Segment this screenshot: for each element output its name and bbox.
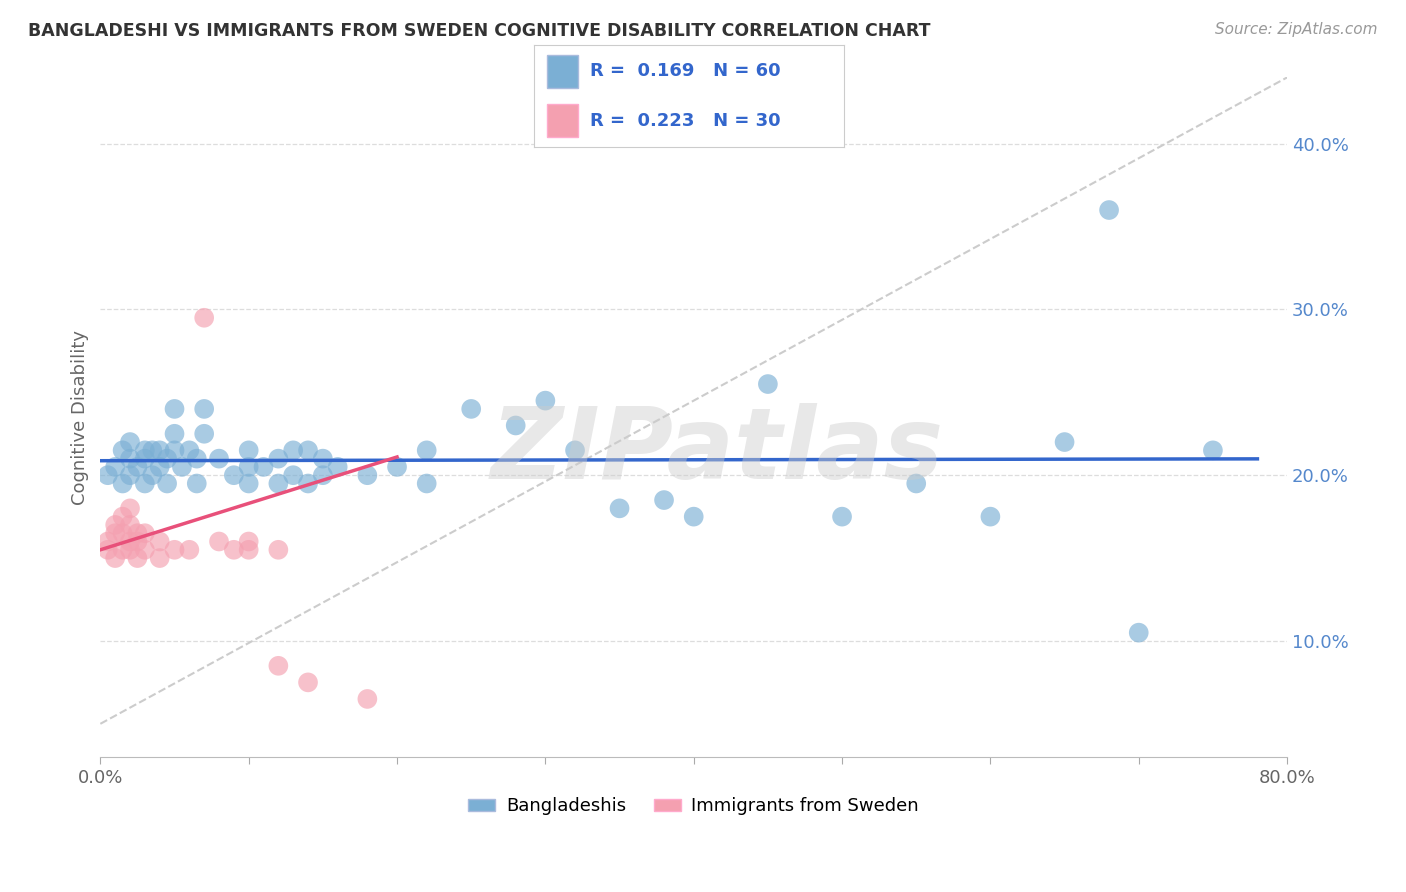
Point — [193, 310, 215, 325]
Point — [326, 459, 349, 474]
Point — [238, 443, 260, 458]
Text: Source: ZipAtlas.com: Source: ZipAtlas.com — [1215, 22, 1378, 37]
Point — [104, 517, 127, 532]
Point — [534, 393, 557, 408]
Point — [385, 459, 408, 474]
Point — [149, 551, 172, 566]
Point — [186, 476, 208, 491]
Text: BANGLADESHI VS IMMIGRANTS FROM SWEDEN COGNITIVE DISABILITY CORRELATION CHART: BANGLADESHI VS IMMIGRANTS FROM SWEDEN CO… — [28, 22, 931, 40]
Text: ZIPatlas: ZIPatlas — [491, 402, 943, 500]
Point — [415, 476, 437, 491]
Point — [118, 534, 141, 549]
Point — [1053, 435, 1076, 450]
Point — [238, 534, 260, 549]
Legend: Bangladeshis, Immigrants from Sweden: Bangladeshis, Immigrants from Sweden — [461, 790, 927, 822]
Point — [127, 534, 149, 549]
Point — [118, 517, 141, 532]
Point — [905, 476, 928, 491]
Text: R =  0.223   N = 30: R = 0.223 N = 30 — [591, 112, 780, 129]
Point — [609, 501, 631, 516]
Point — [267, 476, 290, 491]
Point — [208, 451, 231, 466]
Point — [134, 476, 156, 491]
Point — [134, 542, 156, 557]
Point — [267, 542, 290, 557]
Point — [505, 418, 527, 433]
Point — [238, 459, 260, 474]
Point — [652, 493, 675, 508]
Point — [163, 443, 186, 458]
Point — [222, 542, 245, 557]
Point — [111, 476, 134, 491]
Point — [141, 443, 163, 458]
Y-axis label: Cognitive Disability: Cognitive Disability — [72, 330, 89, 505]
Point — [156, 451, 179, 466]
Point — [104, 551, 127, 566]
Point — [267, 658, 290, 673]
Point — [163, 426, 186, 441]
Point — [111, 542, 134, 557]
Point — [208, 534, 231, 549]
Point — [156, 476, 179, 491]
Point — [149, 443, 172, 458]
Point — [1098, 202, 1121, 217]
Point — [134, 451, 156, 466]
Point — [179, 443, 201, 458]
Point — [170, 459, 193, 474]
Text: R =  0.169   N = 60: R = 0.169 N = 60 — [591, 62, 780, 80]
Point — [193, 426, 215, 441]
Point — [104, 459, 127, 474]
Point — [1128, 625, 1150, 640]
Point — [186, 451, 208, 466]
Point — [149, 459, 172, 474]
Bar — [547, 55, 578, 87]
Point — [756, 377, 779, 392]
Point — [415, 443, 437, 458]
Point — [297, 675, 319, 690]
Point — [831, 509, 853, 524]
Point — [97, 542, 120, 557]
Point — [111, 526, 134, 541]
Point — [118, 435, 141, 450]
Point — [127, 551, 149, 566]
Point — [283, 443, 305, 458]
Point — [111, 509, 134, 524]
Point — [356, 692, 378, 706]
Point — [134, 526, 156, 541]
Point — [222, 468, 245, 483]
Point — [1202, 443, 1225, 458]
Point — [149, 534, 172, 549]
Point — [312, 451, 335, 466]
Point — [97, 534, 120, 549]
Point — [118, 501, 141, 516]
Point — [283, 468, 305, 483]
Point — [179, 542, 201, 557]
Point — [267, 451, 290, 466]
Point — [163, 401, 186, 416]
Point — [979, 509, 1001, 524]
Point — [297, 476, 319, 491]
Point — [127, 459, 149, 474]
Point — [163, 542, 186, 557]
Point — [682, 509, 704, 524]
Point — [118, 468, 141, 483]
Point — [127, 526, 149, 541]
Point — [238, 476, 260, 491]
Point — [356, 468, 378, 483]
Point — [134, 443, 156, 458]
Point — [238, 542, 260, 557]
Bar — [547, 104, 578, 137]
Point — [97, 468, 120, 483]
Point — [252, 459, 274, 474]
Point — [111, 443, 134, 458]
Point — [141, 468, 163, 483]
Point — [118, 451, 141, 466]
Point — [460, 401, 482, 416]
Point — [297, 443, 319, 458]
Point — [564, 443, 586, 458]
Point — [193, 401, 215, 416]
Point — [104, 526, 127, 541]
Point — [118, 542, 141, 557]
Point — [312, 468, 335, 483]
